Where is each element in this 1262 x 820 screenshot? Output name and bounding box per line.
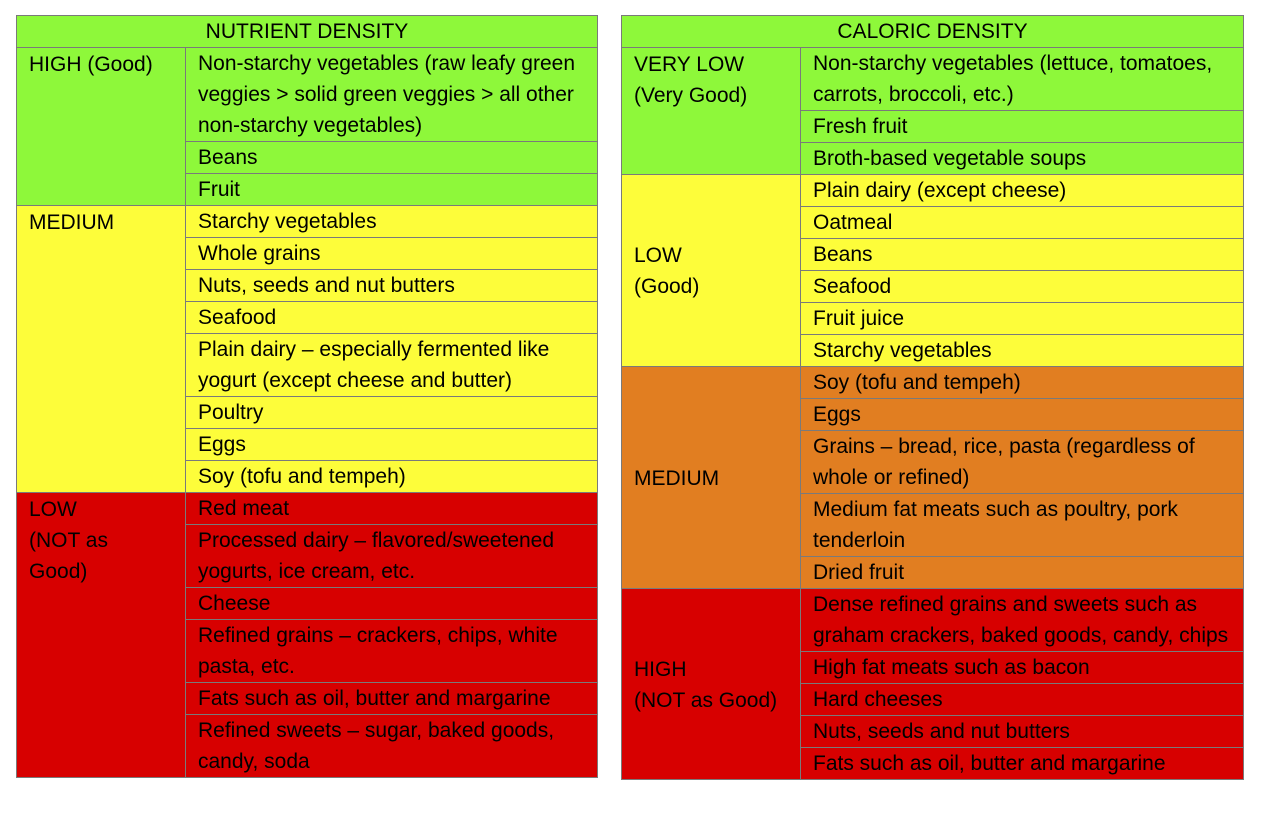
nutrient-item: Poultry [185, 396, 598, 429]
caloric-item: Starchy vegetables [800, 334, 1244, 367]
caloric-item: Dense refined grains and sweets such as … [800, 588, 1244, 652]
category-label-line: (Good) [634, 275, 700, 298]
caloric-item: Fats such as oil, butter and margarine [800, 747, 1244, 780]
category-label-line: (NOT as Good) [634, 688, 778, 712]
caloric-table-title: CALORIC DENSITY [621, 15, 1244, 48]
caloric-item: Grains – bread, rice, pasta (regardless … [800, 430, 1244, 494]
caloric-category-low: LOW (Good) [621, 174, 801, 367]
nutrient-item: Fats such as oil, butter and margarine [185, 682, 598, 715]
nutrient-category-medium: MEDIUM [16, 205, 186, 493]
nutrient-item: Refined sweets – sugar, baked goods, can… [185, 714, 598, 778]
caloric-category-medium: MEDIUM [621, 366, 801, 589]
caloric-density-table: CALORIC DENSITY VERY LOW (Very Good) Non… [621, 15, 1244, 780]
caloric-item: Broth-based vegetable soups [800, 142, 1244, 175]
category-label-line: (Very Good) [634, 84, 748, 107]
category-label-line: (NOT as [29, 529, 108, 552]
caloric-item: Eggs [800, 398, 1244, 431]
category-label-line: VERY LOW [634, 53, 745, 76]
caloric-item: Plain dairy (except cheese) [800, 174, 1244, 207]
caloric-item: Non-starchy vegetables (lettuce, tomatoe… [800, 47, 1244, 111]
category-label-line: LOW [29, 498, 77, 521]
nutrient-item: Refined grains – crackers, chips, white … [185, 619, 598, 683]
nutrient-row: HIGH (Good) Non-starchy vegetables (raw … [16, 47, 598, 206]
nutrient-item: Starchy vegetables [185, 205, 598, 238]
caloric-item: Soy (tofu and tempeh) [800, 366, 1244, 399]
nutrient-category-low: LOW (NOT as Good) [16, 492, 186, 778]
nutrient-item: Seafood [185, 301, 598, 334]
category-label-line: HIGH [634, 657, 687, 681]
caloric-item: High fat meats such as bacon [800, 651, 1244, 684]
nutrient-item: Whole grains [185, 237, 598, 270]
nutrient-item: Soy (tofu and tempeh) [185, 460, 598, 493]
caloric-item: Seafood [800, 270, 1244, 303]
category-label-line: LOW [634, 244, 682, 267]
caloric-item: Nuts, seeds and nut butters [800, 715, 1244, 748]
caloric-item: Hard cheeses [800, 683, 1244, 716]
nutrient-category-high: HIGH (Good) [16, 47, 186, 206]
nutrient-table-title: NUTRIENT DENSITY [16, 15, 598, 48]
nutrient-item: Red meat [185, 492, 598, 525]
caloric-item: Beans [800, 238, 1244, 271]
caloric-category-very-low: VERY LOW (Very Good) [621, 47, 801, 175]
caloric-item: Medium fat meats such as poultry, pork t… [800, 493, 1244, 557]
nutrient-item: Fruit [185, 173, 598, 206]
nutrient-item: Processed dairy – flavored/sweetened yog… [185, 524, 598, 588]
nutrient-item: Beans [185, 141, 598, 174]
nutrient-item: Cheese [185, 587, 598, 620]
nutrient-item: Non-starchy vegetables (raw leafy green … [185, 47, 598, 142]
caloric-item: Oatmeal [800, 206, 1244, 239]
caloric-item: Dried fruit [800, 556, 1244, 589]
caloric-item: Fruit juice [800, 302, 1244, 335]
caloric-category-high: HIGH (NOT as Good) [621, 588, 801, 780]
nutrient-item: Eggs [185, 428, 598, 461]
category-label-line: Good) [29, 560, 88, 583]
nutrient-item: Nuts, seeds and nut butters [185, 269, 598, 302]
nutrient-item: Plain dairy – especially fermented like … [185, 333, 598, 397]
caloric-item: Fresh fruit [800, 110, 1244, 143]
nutrient-density-table: NUTRIENT DENSITY HIGH (Good) Non-starchy… [16, 15, 598, 778]
